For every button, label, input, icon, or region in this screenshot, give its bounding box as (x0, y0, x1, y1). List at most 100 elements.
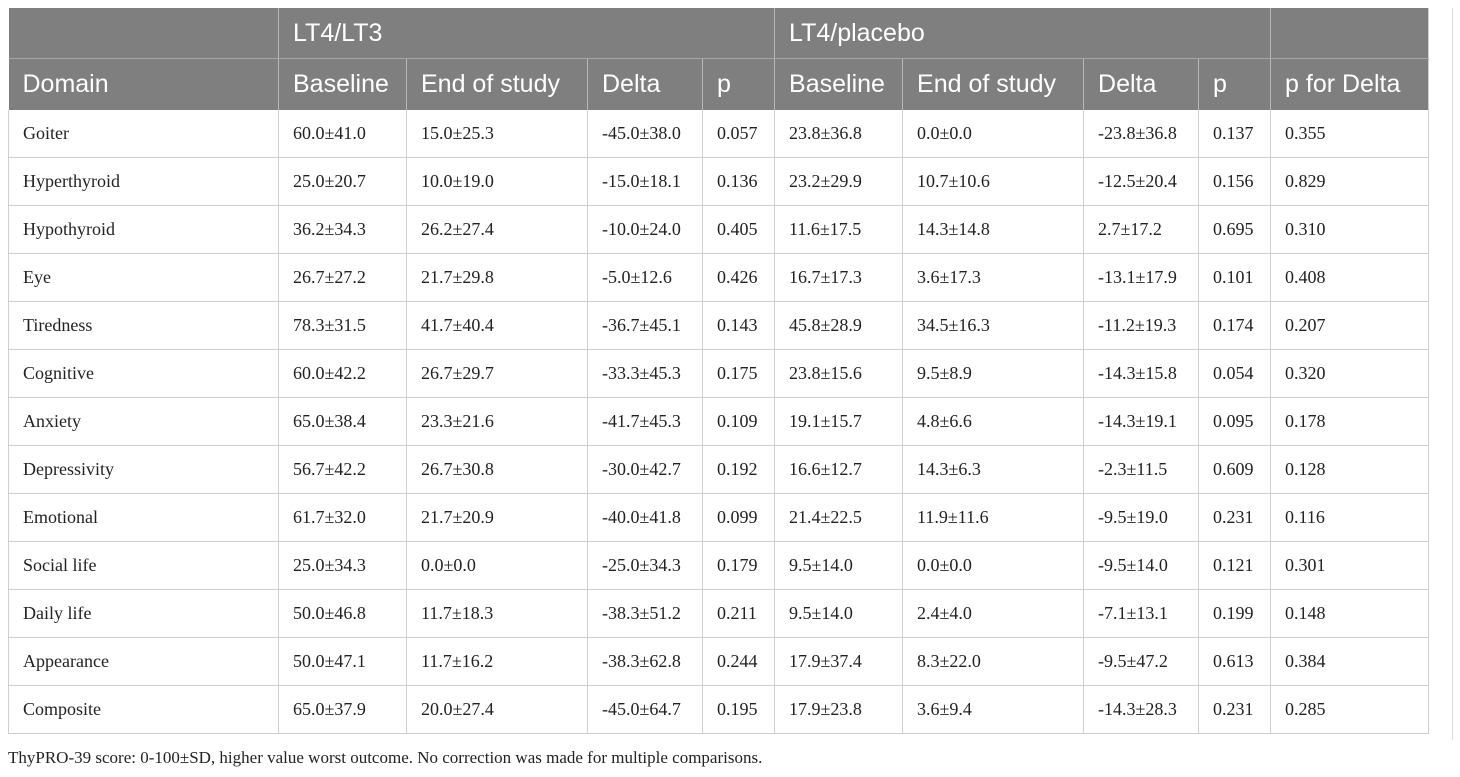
value-cell: 78.3±31.5 (278, 301, 407, 350)
value-cell: 0.179 (702, 541, 776, 590)
table-row: Social life 25.0±34.3 0.0±0.0 -25.0±34.3 0.1… (8, 541, 1430, 590)
value-cell: 3.6±9.4 (902, 685, 1085, 734)
table-row: Eye 26.7±27.2 21.7±29.8 -5.0±12.6 0.426 16.7±… (8, 253, 1430, 302)
group-header-lt4-lt3: LT4/LT3 (278, 8, 776, 59)
group-header-lt4-placebo: LT4/placebo (774, 8, 1272, 59)
table-row: Appearance 50.0±47.1 11.7±16.2 -38.3±62.8 0.… (8, 637, 1430, 686)
value-cell: -7.1±13.1 (1083, 589, 1200, 638)
value-cell: 4.8±6.6 (902, 397, 1085, 446)
table-footnote: ThyPRO-39 score: 0-100±SD, higher value … (8, 748, 763, 767)
value-cell: 8.3±22.0 (902, 637, 1085, 686)
value-cell: -45.0±64.7 (587, 685, 703, 734)
value-cell: 0.211 (702, 589, 776, 638)
value-cell: 16.6±12.7 (774, 445, 904, 494)
value-cell: 23.2±29.9 (774, 157, 904, 206)
value-cell: 0.137 (1198, 110, 1272, 158)
value-cell: 17.9±37.4 (774, 637, 904, 686)
value-cell: 60.0±42.2 (278, 349, 407, 398)
value-cell: 26.7±30.8 (406, 445, 588, 494)
value-cell: -13.1±17.9 (1083, 253, 1200, 302)
value-cell: 10.0±19.0 (406, 157, 588, 206)
domain-cell: Tiredness (8, 301, 279, 350)
value-cell: 9.5±14.0 (774, 541, 904, 590)
value-cell: 11.9±11.6 (902, 493, 1085, 542)
value-cell: 0.0±0.0 (902, 541, 1085, 590)
domain-cell: Composite (8, 685, 279, 734)
column-header-row: Domain Baseline End of study Delta p Bas… (8, 58, 1430, 110)
value-cell: 11.6±17.5 (774, 205, 904, 254)
value-cell: -38.3±51.2 (587, 589, 703, 638)
value-cell: -9.5±19.0 (1083, 493, 1200, 542)
value-cell: 0.301 (1270, 541, 1430, 590)
value-cell: -10.0±24.0 (587, 205, 703, 254)
value-cell: 0.207 (1270, 301, 1430, 350)
value-cell: 14.3±6.3 (902, 445, 1085, 494)
value-cell: 3.6±17.3 (902, 253, 1085, 302)
value-cell: -5.0±12.6 (587, 253, 703, 302)
right-border-line (1452, 8, 1453, 740)
results-table: LT4/LT3 LT4/placebo Domain Baseline End … (8, 8, 1430, 734)
table-row: Daily life 50.0±46.8 11.7±18.3 -38.3±51.2 0.… (8, 589, 1430, 638)
value-cell: 10.7±10.6 (902, 157, 1085, 206)
value-cell: -41.7±45.3 (587, 397, 703, 446)
domain-cell: Emotional (8, 493, 279, 542)
value-cell: 20.0±27.4 (406, 685, 588, 734)
value-cell: -12.5±20.4 (1083, 157, 1200, 206)
value-cell: 15.0±25.3 (406, 110, 588, 158)
value-cell: 25.0±20.7 (278, 157, 407, 206)
value-cell: 9.5±14.0 (774, 589, 904, 638)
value-cell: 9.5±8.9 (902, 349, 1085, 398)
domain-cell: Depressivity (8, 445, 279, 494)
value-cell: -15.0±18.1 (587, 157, 703, 206)
table-row: Goiter 60.0±41.0 15.0±25.3 -45.0±38.0 0.057 2… (8, 110, 1430, 158)
value-cell: 11.7±18.3 (406, 589, 588, 638)
value-cell: 50.0±46.8 (278, 589, 407, 638)
value-cell: -14.3±19.1 (1083, 397, 1200, 446)
value-cell: 0.121 (1198, 541, 1272, 590)
value-cell: 0.231 (1198, 685, 1272, 734)
value-cell: 0.192 (702, 445, 776, 494)
value-cell: 65.0±37.9 (278, 685, 407, 734)
column-header: Baseline (278, 58, 407, 110)
value-cell: 0.285 (1270, 685, 1430, 734)
domain-cell: Anxiety (8, 397, 279, 446)
value-cell: 0.310 (1270, 205, 1430, 254)
value-cell: 19.1±15.7 (774, 397, 904, 446)
value-cell: 0.136 (702, 157, 776, 206)
value-cell: 0.156 (1198, 157, 1272, 206)
group-header-row: LT4/LT3 LT4/placebo (8, 8, 1430, 59)
column-header: Delta (1083, 58, 1200, 110)
value-cell: 34.5±16.3 (902, 301, 1085, 350)
table-row: Composite 65.0±37.9 20.0±27.4 -45.0±64.7 0.1… (8, 685, 1430, 734)
table-row: Emotional 61.7±32.0 21.7±20.9 -40.0±41.8 0.0… (8, 493, 1430, 542)
value-cell: 0.0±0.0 (406, 541, 588, 590)
value-cell: 23.8±15.6 (774, 349, 904, 398)
value-cell: 0.405 (702, 205, 776, 254)
value-cell: 0.384 (1270, 637, 1430, 686)
value-cell: 0.695 (1198, 205, 1272, 254)
value-cell: 17.9±23.8 (774, 685, 904, 734)
value-cell: 0.174 (1198, 301, 1272, 350)
value-cell: -23.8±36.8 (1083, 110, 1200, 158)
value-cell: 26.7±27.2 (278, 253, 407, 302)
value-cell: 0.426 (702, 253, 776, 302)
value-cell: 0.143 (702, 301, 776, 350)
value-cell: 0.355 (1270, 110, 1430, 158)
value-cell: 0.099 (702, 493, 776, 542)
value-cell: 41.7±40.4 (406, 301, 588, 350)
domain-cell: Daily life (8, 589, 279, 638)
value-cell: 0.054 (1198, 349, 1272, 398)
domain-cell: Eye (8, 253, 279, 302)
value-cell: 11.7±16.2 (406, 637, 588, 686)
value-cell: 0.178 (1270, 397, 1430, 446)
value-cell: 0.829 (1270, 157, 1430, 206)
value-cell: 50.0±47.1 (278, 637, 407, 686)
value-cell: 23.3±21.6 (406, 397, 588, 446)
table-row: Tiredness 78.3±31.5 41.7±40.4 -36.7±45.1 0.1… (8, 301, 1430, 350)
value-cell: -2.3±11.5 (1083, 445, 1200, 494)
value-cell: 0.244 (702, 637, 776, 686)
value-cell: -36.7±45.1 (587, 301, 703, 350)
value-cell: 0.199 (1198, 589, 1272, 638)
domain-cell: Social life (8, 541, 279, 590)
column-header: Baseline (774, 58, 904, 110)
